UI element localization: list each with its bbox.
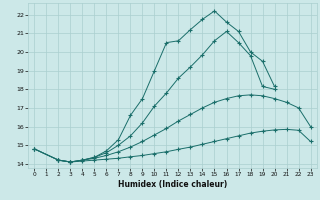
X-axis label: Humidex (Indice chaleur): Humidex (Indice chaleur) bbox=[118, 180, 227, 189]
